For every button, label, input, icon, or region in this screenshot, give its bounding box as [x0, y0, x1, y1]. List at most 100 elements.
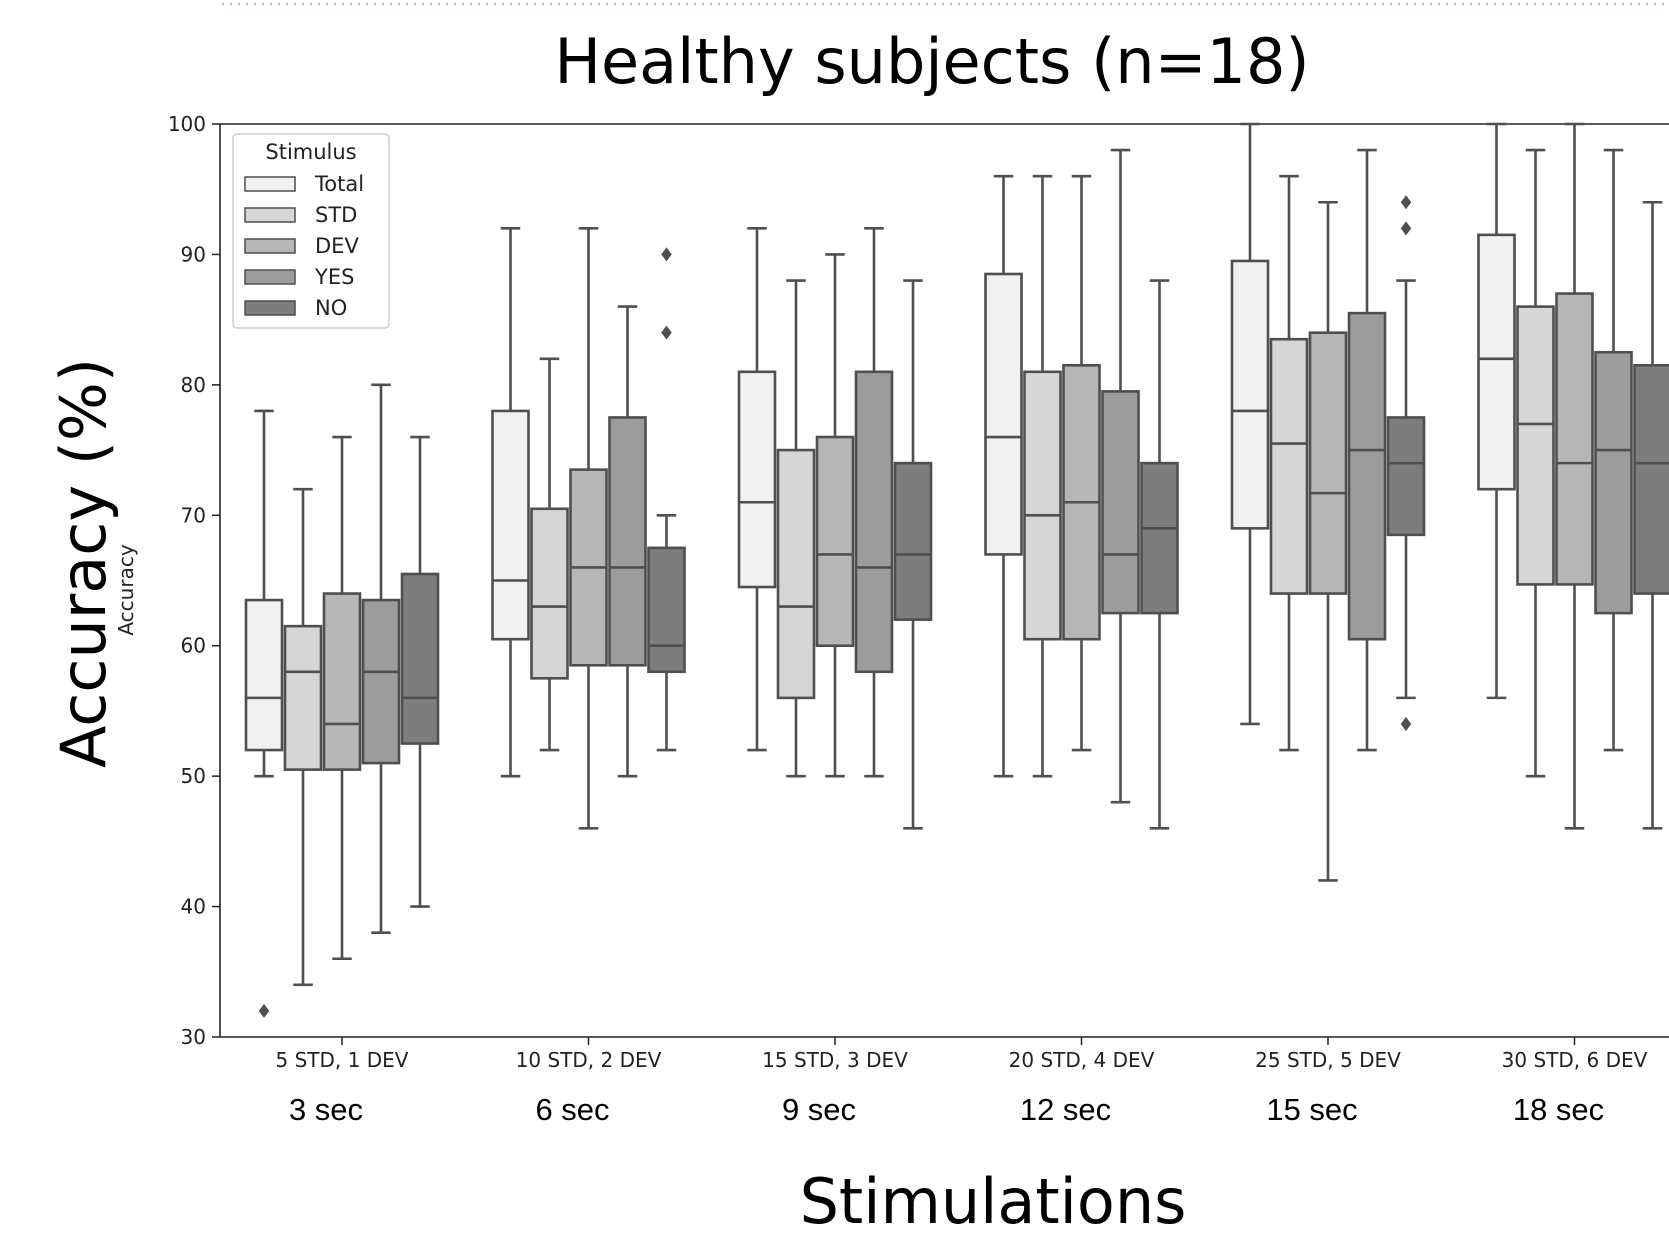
box-iqr	[1308, 331, 1348, 595]
box-total-5	[1230, 122, 1270, 726]
box-iqr	[776, 448, 816, 700]
box-iqr	[244, 598, 284, 752]
box-iqr	[1269, 337, 1309, 595]
slide-y-axis-label: Accuracy (%)	[47, 358, 120, 768]
duration-label: 12 sec	[1020, 1092, 1111, 1127]
box-iqr	[1386, 416, 1426, 537]
box-iqr	[737, 370, 777, 589]
box-total-6	[1477, 122, 1516, 700]
box-iqr	[491, 409, 530, 641]
box-iqr	[647, 546, 686, 674]
box-iqr	[322, 592, 362, 771]
box-iqr	[815, 435, 855, 648]
box-total-1	[244, 409, 284, 1018]
box-std-6	[1516, 148, 1555, 778]
outlier-marker	[1400, 221, 1412, 236]
outlier-marker	[258, 1003, 270, 1018]
box-dev-1	[322, 435, 362, 961]
legend-swatch	[244, 238, 296, 254]
box-no-6	[1633, 200, 1669, 830]
box-dev-6	[1555, 122, 1594, 830]
box-iqr	[1101, 390, 1140, 615]
box-iqr	[1347, 311, 1387, 641]
box-iqr	[1555, 292, 1594, 586]
box-dev-2	[569, 227, 608, 830]
box-iqr	[1140, 461, 1179, 615]
x-tick-label: 5 STD, 1 DEV	[276, 1048, 409, 1072]
x-tick-label: 10 STD, 2 DEV	[516, 1048, 662, 1072]
y-tick-label: 80	[181, 373, 206, 397]
legend: Stimulus Total STD DEV YES NO	[232, 133, 390, 329]
box-no-4	[1140, 279, 1179, 830]
box-yes-4	[1101, 148, 1140, 804]
box-total-2	[491, 227, 530, 778]
box-yes-6	[1594, 148, 1633, 752]
outlier-marker	[661, 325, 672, 340]
duration-label: 9 sec	[782, 1092, 856, 1127]
y-tick-label: 60	[181, 634, 206, 658]
box-yes-5	[1347, 148, 1387, 752]
duration-label: 15 sec	[1266, 1092, 1357, 1127]
box-std-1	[283, 487, 323, 987]
box-iqr	[608, 416, 647, 667]
box-dev-3	[815, 253, 855, 778]
box-no-5	[1386, 195, 1426, 731]
slide-x-axis-label: Stimulations	[800, 1165, 1187, 1238]
box-no-1	[400, 435, 440, 908]
y-tick-label: 50	[181, 764, 206, 788]
x-tick-label: 30 STD, 6 DEV	[1502, 1048, 1648, 1072]
box-no-3	[893, 279, 933, 830]
box-std-4	[1023, 174, 1062, 778]
legend-swatch	[244, 269, 296, 285]
box-iqr	[893, 461, 933, 621]
box-total-4	[984, 174, 1023, 778]
box-iqr	[361, 598, 401, 765]
outlier-marker	[661, 247, 672, 262]
y-tick-label: 70	[181, 503, 206, 527]
box-std-2	[530, 357, 569, 752]
box-iqr	[1633, 363, 1669, 595]
box-iqr	[1516, 305, 1555, 586]
y-tick-label: 90	[181, 242, 206, 266]
outlier-marker	[1400, 195, 1412, 210]
legend-entry-label: STD	[315, 203, 357, 227]
outlier-marker	[1400, 716, 1412, 731]
box-no-2	[647, 247, 686, 752]
box-yes-1	[361, 383, 401, 934]
legend-title: Stimulus	[265, 140, 356, 164]
y-tick-label: 30	[181, 1025, 206, 1049]
legend-entry-label: YES	[314, 265, 354, 289]
y-tick-label: 100	[168, 112, 206, 136]
legend-entry-label: Total	[314, 172, 364, 196]
box-iqr	[984, 272, 1023, 556]
y-tick-label: 40	[181, 895, 206, 919]
box-yes-2	[608, 305, 647, 778]
x-tick-label: 25 STD, 5 DEV	[1255, 1048, 1401, 1072]
legend-swatch	[244, 176, 296, 192]
box-iqr	[400, 572, 440, 745]
box-std-3	[776, 279, 816, 778]
x-tick-label: 15 STD, 3 DEV	[762, 1048, 908, 1072]
box-iqr	[854, 370, 894, 674]
duration-label: 18 sec	[1513, 1092, 1604, 1127]
box-dev-5	[1308, 200, 1348, 882]
slide-title: Healthy subjects (n=18)	[554, 25, 1309, 98]
box-iqr	[1594, 350, 1633, 615]
x-tick-label: 20 STD, 4 DEV	[1009, 1048, 1155, 1072]
legend-swatch	[244, 207, 296, 223]
chart-y-axis-label: Accuracy	[114, 544, 138, 635]
box-yes-3	[854, 227, 894, 778]
box-iqr	[1023, 370, 1062, 641]
duration-label: 3 sec	[289, 1092, 363, 1127]
legend-swatch	[244, 300, 296, 316]
box-std-5	[1269, 174, 1309, 752]
box-iqr	[530, 507, 569, 680]
legend-entry-label: DEV	[315, 234, 359, 258]
plot-area: 30 40 50 60 70 80 90 100 5 STD, 1 DEV 3 sec 10 STD…	[168, 112, 1669, 1127]
legend-entry-label: NO	[315, 296, 347, 320]
box-iqr	[283, 624, 323, 771]
box-iqr	[1477, 233, 1516, 491]
duration-label: 6 sec	[535, 1092, 609, 1127]
box-iqr	[1230, 259, 1270, 530]
